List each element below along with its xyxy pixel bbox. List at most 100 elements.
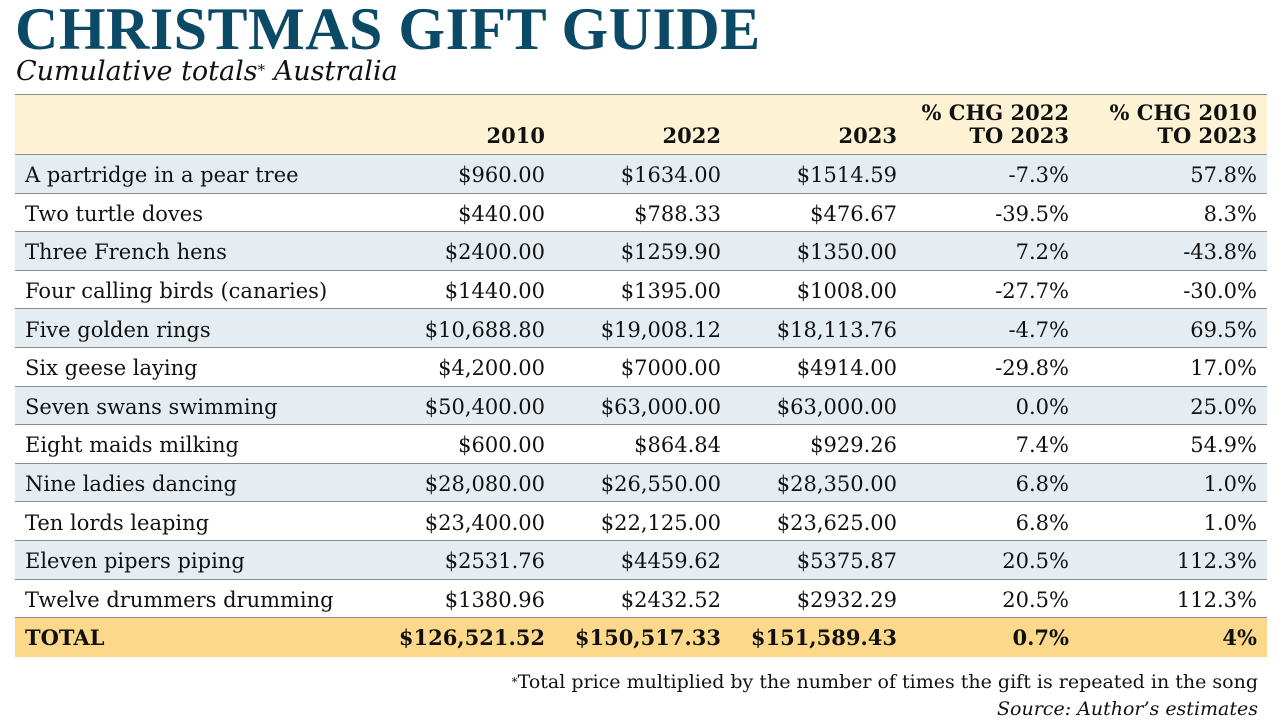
gift-name-cell: Two turtle doves xyxy=(15,192,379,232)
page-title: CHRISTMAS GIFT GUIDE xyxy=(15,0,761,62)
subtitle-footnote-mark: * xyxy=(257,61,266,79)
column-header-pct-2022-2023: % CHG 2022 TO 2023 xyxy=(907,94,1079,155)
value-cell-y2010: $1440.00 xyxy=(379,269,555,309)
table-row: Four calling birds (canaries) $1440.00 $13… xyxy=(15,269,1267,309)
value-cell-y2023: $2932.29 xyxy=(731,578,907,618)
gift-name-cell: Nine ladies dancing xyxy=(15,462,379,502)
value-cell-y2010: $4,200.00 xyxy=(379,346,555,387)
footnote-text: Total price multiplied by the number of … xyxy=(517,671,1258,693)
page-subtitle: Cumulative totals* Australia xyxy=(16,54,398,90)
value-cell-y2023: $23,625.00 xyxy=(731,501,907,541)
value-cell-y2010: $600.00 xyxy=(379,424,555,464)
footnote: *Total price multiplied by the number of… xyxy=(512,670,1258,694)
value-cell-pct-2022-2023: 7.2% xyxy=(907,231,1079,271)
total-cell-y2022: $150,517.33 xyxy=(555,617,731,657)
gift-name-cell: A partridge in a pear tree xyxy=(15,154,379,194)
table-row: Ten lords leaping $23,400.00 $22,125.00 $23… xyxy=(15,501,1267,541)
value-cell-y2023: $4914.00 xyxy=(731,346,907,387)
total-row: TOTAL $126,521.52 $150,517.33 $151,589.43 0.… xyxy=(15,617,1267,657)
value-cell-pct-2010-2023: -30.0% xyxy=(1079,269,1267,309)
value-cell-y2010: $10,688.80 xyxy=(379,308,555,348)
header-row: 2010 2022 2023% CHG 2022 TO 2023% CHG 2010 T… xyxy=(15,94,1267,155)
table-footer: TOTAL $126,521.52 $150,517.33 $151,589.43 0.… xyxy=(15,617,1267,657)
column-header-line: 2023 xyxy=(838,123,897,148)
value-cell-pct-2022-2023: -39.5% xyxy=(907,192,1079,232)
total-label-cell: TOTAL xyxy=(15,617,379,657)
value-cell-y2010: $1380.96 xyxy=(379,578,555,618)
value-cell-y2022: $1395.00 xyxy=(555,269,731,309)
gift-name-cell: Seven swans swimming xyxy=(15,385,379,425)
value-cell-pct-2022-2023: -4.7% xyxy=(907,308,1079,348)
value-cell-pct-2010-2023: 8.3% xyxy=(1079,192,1267,232)
value-cell-y2023: $1350.00 xyxy=(731,231,907,271)
value-cell-y2023: $929.26 xyxy=(731,424,907,464)
value-cell-pct-2022-2023: -27.7% xyxy=(907,269,1079,309)
column-header-line: % CHG 2010 xyxy=(1109,100,1257,125)
gift-price-table-container: 2010 2022 2023% CHG 2022 TO 2023% CHG 2010 T… xyxy=(15,94,1267,657)
gift-name-cell: Three French hens xyxy=(15,231,379,271)
subtitle-region: Australia xyxy=(265,56,398,87)
value-cell-y2022: $788.33 xyxy=(555,192,731,232)
table-row: Eleven pipers piping $2531.76 $4459.62 $537… xyxy=(15,539,1267,580)
table-row: Three French hens $2400.00 $1259.90 $1350.0… xyxy=(15,231,1267,271)
value-cell-y2010: $960.00 xyxy=(379,154,555,194)
table-row: A partridge in a pear tree $960.00 $1634.0… xyxy=(15,154,1267,194)
value-cell-y2023: $476.67 xyxy=(731,192,907,232)
gift-name-cell: Six geese laying xyxy=(15,346,379,387)
value-cell-y2022: $864.84 xyxy=(555,424,731,464)
value-cell-y2022: $4459.62 xyxy=(555,539,731,580)
gift-name-cell: Twelve drummers drumming xyxy=(15,578,379,618)
value-cell-pct-2022-2023: 20.5% xyxy=(907,578,1079,618)
value-cell-pct-2010-2023: 69.5% xyxy=(1079,308,1267,348)
value-cell-y2023: $1514.59 xyxy=(731,154,907,194)
value-cell-pct-2010-2023: -43.8% xyxy=(1079,231,1267,271)
value-cell-pct-2010-2023: 112.3% xyxy=(1079,578,1267,618)
table-row: Six geese laying $4,200.00 $7000.00 $4914.0… xyxy=(15,346,1267,387)
value-cell-pct-2010-2023: 17.0% xyxy=(1079,346,1267,387)
value-cell-y2022: $22,125.00 xyxy=(555,501,731,541)
column-header-line: TO 2023 xyxy=(969,123,1069,148)
table-row: Eight maids milking $600.00 $864.84 $929.26… xyxy=(15,424,1267,464)
value-cell-y2010: $440.00 xyxy=(379,192,555,232)
value-cell-pct-2022-2023: 6.8% xyxy=(907,501,1079,541)
table-row: Five golden rings $10,688.80 $19,008.12 $18… xyxy=(15,308,1267,348)
value-cell-y2023: $28,350.00 xyxy=(731,462,907,502)
value-cell-pct-2022-2023: -7.3% xyxy=(907,154,1079,194)
gift-name-cell: Four calling birds (canaries) xyxy=(15,269,379,309)
value-cell-pct-2010-2023: 112.3% xyxy=(1079,539,1267,580)
value-cell-pct-2010-2023: 57.8% xyxy=(1079,154,1267,194)
column-header-line: TO 2023 xyxy=(1157,123,1257,148)
value-cell-pct-2010-2023: 1.0% xyxy=(1079,462,1267,502)
table-row: Nine ladies dancing $28,080.00 $26,550.00 $… xyxy=(15,462,1267,502)
value-cell-y2022: $19,008.12 xyxy=(555,308,731,348)
gift-name-cell: Five golden rings xyxy=(15,308,379,348)
gift-name-cell: Ten lords leaping xyxy=(15,501,379,541)
total-cell-y2023: $151,589.43 xyxy=(731,617,907,657)
value-cell-pct-2010-2023: 25.0% xyxy=(1079,385,1267,425)
value-cell-y2022: $7000.00 xyxy=(555,346,731,387)
value-cell-y2023: $18,113.76 xyxy=(731,308,907,348)
subtitle-text: Cumulative totals xyxy=(16,56,258,87)
gift-name-cell: Eleven pipers piping xyxy=(15,539,379,580)
total-cell-pct-2022-2023: 0.7% xyxy=(907,617,1079,657)
column-header-item xyxy=(15,94,379,155)
column-header-line: 2022 xyxy=(662,123,721,148)
column-header-line: % CHG 2022 xyxy=(921,100,1069,125)
value-cell-y2010: $2400.00 xyxy=(379,231,555,271)
value-cell-y2023: $5375.87 xyxy=(731,539,907,580)
value-cell-y2010: $28,080.00 xyxy=(379,462,555,502)
source-note: Source: Author’s estimates xyxy=(997,698,1258,720)
table-body: A partridge in a pear tree $960.00 $1634.0… xyxy=(15,154,1267,618)
column-header-pct-2010-2023: % CHG 2010 TO 2023 xyxy=(1079,94,1267,155)
value-cell-y2010: $2531.76 xyxy=(379,539,555,580)
column-header-line: 2010 xyxy=(486,123,545,148)
total-cell-y2010: $126,521.52 xyxy=(379,617,555,657)
value-cell-pct-2022-2023: 7.4% xyxy=(907,424,1079,464)
value-cell-y2022: $26,550.00 xyxy=(555,462,731,502)
value-cell-y2023: $63,000.00 xyxy=(731,385,907,425)
value-cell-y2010: $23,400.00 xyxy=(379,501,555,541)
value-cell-y2010: $50,400.00 xyxy=(379,385,555,425)
value-cell-pct-2010-2023: 54.9% xyxy=(1079,424,1267,464)
gift-name-cell: Eight maids milking xyxy=(15,424,379,464)
footnote-mark: * xyxy=(511,675,518,689)
